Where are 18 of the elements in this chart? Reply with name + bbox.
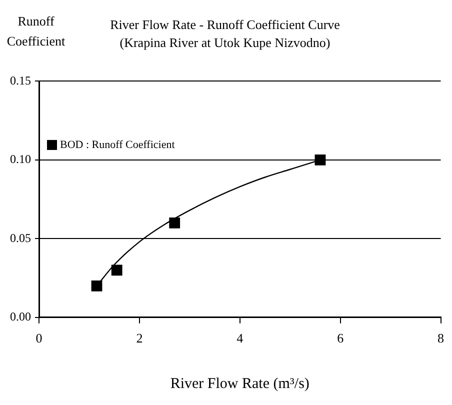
y-tick-label: 0.10 bbox=[10, 152, 31, 166]
legend-label: BOD : Runoff Coefficient bbox=[60, 138, 175, 151]
x-tick-label: 2 bbox=[136, 330, 143, 346]
point bbox=[169, 217, 180, 228]
y-tick-label: 0.15 bbox=[10, 73, 31, 88]
chart-subtitle: (Krapina River at Utok Kupe Nizvodno) bbox=[120, 34, 330, 50]
chart-title: River Flow Rate - Runoff Coefficient Curve bbox=[110, 17, 340, 32]
y-axis-title: Runoff Coefficient bbox=[6, 13, 66, 48]
x-tick-label: 6 bbox=[337, 330, 344, 346]
x-axis-title: River Flow Rate (m³/s) bbox=[170, 376, 310, 392]
x-tick-label: 0 bbox=[36, 330, 42, 346]
y-tick-label: 0.00 bbox=[10, 310, 31, 324]
x-tick-label: 4 bbox=[236, 330, 244, 346]
y-tick-label: 0.05 bbox=[10, 230, 31, 245]
point bbox=[314, 154, 326, 166]
point bbox=[91, 280, 102, 292]
x-tick-label: 8 bbox=[438, 330, 444, 346]
point bbox=[111, 264, 122, 276]
